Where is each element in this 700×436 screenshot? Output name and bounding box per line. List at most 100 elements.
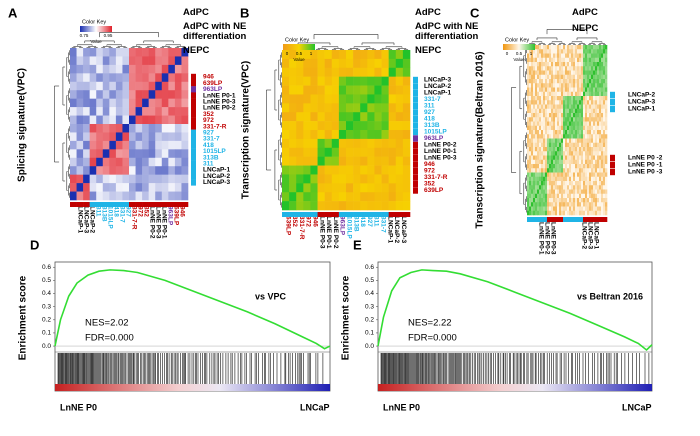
heatmap-cell — [135, 191, 143, 201]
heatmap-cell — [587, 202, 590, 207]
heatmap-cell — [310, 121, 318, 131]
y-tick-label: 0.2 — [365, 317, 374, 324]
heatmap-cell — [577, 130, 580, 135]
bottom-color-bar — [148, 202, 156, 207]
heatmap-cell — [605, 206, 608, 212]
row-label: 418 — [424, 116, 435, 123]
heatmap-cell — [310, 138, 318, 149]
heatmap-cell — [585, 130, 588, 135]
heatmap-cell — [533, 198, 536, 203]
heatmap-cell — [581, 104, 584, 110]
bottom-color-bar — [535, 217, 538, 222]
heatmap-cell — [539, 57, 542, 63]
heatmap-cell — [289, 147, 297, 157]
heatmap-cell — [561, 142, 564, 148]
heatmap-cell — [535, 202, 538, 207]
heatmap-cell — [601, 74, 604, 80]
heatmap-cell — [102, 107, 110, 116]
heatmap-cell — [565, 210, 568, 216]
heatmap-cell — [89, 73, 97, 83]
heatmap-cell — [601, 202, 604, 207]
heatmap-cell — [599, 108, 602, 114]
heatmap-cell — [601, 57, 604, 63]
heatmap-cell — [168, 115, 176, 125]
heatmap-cell — [543, 79, 546, 84]
heatmap-cell — [563, 130, 566, 135]
heatmap-cell — [583, 125, 586, 131]
heatmap-cell — [547, 189, 550, 195]
heatmap-cell — [575, 176, 578, 182]
heatmap-cell — [549, 79, 552, 84]
heatmap-cell — [569, 210, 572, 216]
heatmap-cell — [603, 206, 606, 212]
heatmap-cell — [599, 45, 602, 50]
heatmap-cell — [115, 115, 123, 125]
heatmap-cell — [346, 76, 354, 86]
heatmap-cell — [551, 206, 554, 212]
heatmap-cell — [555, 155, 558, 161]
heatmap-cell — [367, 130, 375, 140]
heatmap-cell — [555, 130, 558, 135]
heatmap-cell — [585, 74, 588, 80]
heatmap-cell — [593, 138, 596, 144]
heatmap-cell — [603, 172, 606, 178]
heatmap-cell — [573, 53, 576, 59]
row-label: LNCaP-1 — [203, 167, 230, 174]
heatmap-cell — [142, 90, 149, 99]
heatmap-cell — [353, 147, 361, 157]
heatmap-cell — [603, 125, 606, 131]
heatmap-cell — [549, 83, 552, 88]
heatmap-cell — [289, 130, 297, 140]
heatmap-cell — [303, 192, 311, 202]
heatmap-cell — [593, 168, 596, 173]
heatmap-cell — [569, 70, 572, 76]
right-label: LNCaP — [622, 402, 652, 412]
heatmap-cell — [559, 70, 562, 76]
heatmap-cell — [583, 159, 586, 165]
heatmap-cell — [585, 49, 588, 54]
heatmap-cell — [597, 142, 600, 148]
heatmap-cell — [571, 62, 574, 67]
side-color-bar — [610, 168, 615, 176]
heatmap-cell — [561, 176, 564, 182]
heatmap-cell — [577, 202, 580, 207]
heatmap-cell — [374, 138, 382, 149]
heatmap-cell — [109, 166, 117, 175]
heatmap-cell — [317, 67, 325, 77]
heatmap-cell — [541, 104, 544, 110]
heatmap-cell — [567, 104, 570, 110]
row-label: LNCaP-2 — [628, 92, 655, 99]
heatmap-cell — [589, 125, 592, 131]
heatmap-cell — [549, 206, 552, 212]
heatmap-cell — [567, 164, 570, 169]
heatmap-cell — [569, 79, 572, 84]
heatmap-cell — [367, 50, 375, 60]
heatmap-cell — [381, 165, 389, 175]
heatmap-cell — [161, 73, 169, 83]
heatmap-cell — [581, 91, 584, 97]
heatmap-cell — [70, 157, 77, 167]
heatmap-cell — [83, 48, 90, 57]
heatmap-cell — [115, 166, 123, 175]
heatmap-cell — [583, 57, 586, 63]
heatmap-cell — [605, 172, 608, 178]
heatmap-cell — [527, 198, 530, 203]
heatmap-cell — [360, 192, 368, 202]
heatmap-cell — [583, 49, 586, 54]
side-color-bar — [413, 109, 418, 116]
heatmap-cell — [589, 45, 592, 50]
side-color-bar — [191, 154, 196, 161]
heatmap-cell — [531, 176, 534, 182]
heatmap-cell — [346, 112, 354, 122]
col-label: 331-7 — [118, 206, 125, 223]
heatmap-cell — [603, 151, 606, 156]
heatmap-cell — [551, 198, 554, 203]
heatmap-cell — [593, 121, 596, 127]
col-label: 639LP — [172, 206, 179, 226]
heatmap-cell — [402, 112, 411, 122]
heatmap-cell — [591, 185, 594, 190]
legend-text: NEPC — [183, 45, 210, 56]
heatmap-cell — [561, 53, 564, 59]
heatmap-cell — [561, 172, 564, 178]
heatmap-cell — [181, 64, 189, 74]
